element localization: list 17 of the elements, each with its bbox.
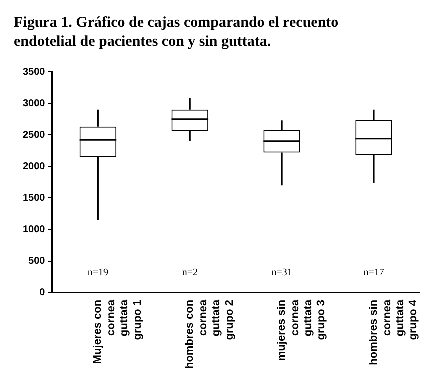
chart-title: Figura 1. Gráfico de cajas comparando el recuento endotelial de pacientes con y sin guttata. — [14, 14, 340, 52]
annotation: n=31 — [272, 268, 292, 279]
y-tick-label: 3000 — [22, 98, 46, 110]
x-tick-label: mujeres sin cornea guttata grupo 3 — [276, 299, 328, 362]
y-tick-label: 500 — [28, 256, 46, 268]
y-tick-label: 1500 — [22, 192, 46, 204]
annotation: n=2 — [182, 268, 198, 279]
y-tick-label: 2500 — [22, 130, 46, 141]
annotation: n=19 — [88, 268, 109, 279]
y-tick-label: 2000 — [22, 161, 46, 172]
y-tick-label: 3500 — [22, 66, 46, 78]
annotation: n=17 — [364, 268, 384, 279]
x-tick-label: hombres sin cornea guttata grupo 4 — [368, 299, 420, 366]
y-tick-label: 0 — [40, 288, 46, 299]
x-tick-label: Mujeres con cornea guttata grupo 1 — [92, 299, 144, 364]
y-tick-label: 1000 — [22, 224, 46, 236]
x-tick-label: hombres con cornea guttata grupo 2 — [184, 299, 236, 370]
